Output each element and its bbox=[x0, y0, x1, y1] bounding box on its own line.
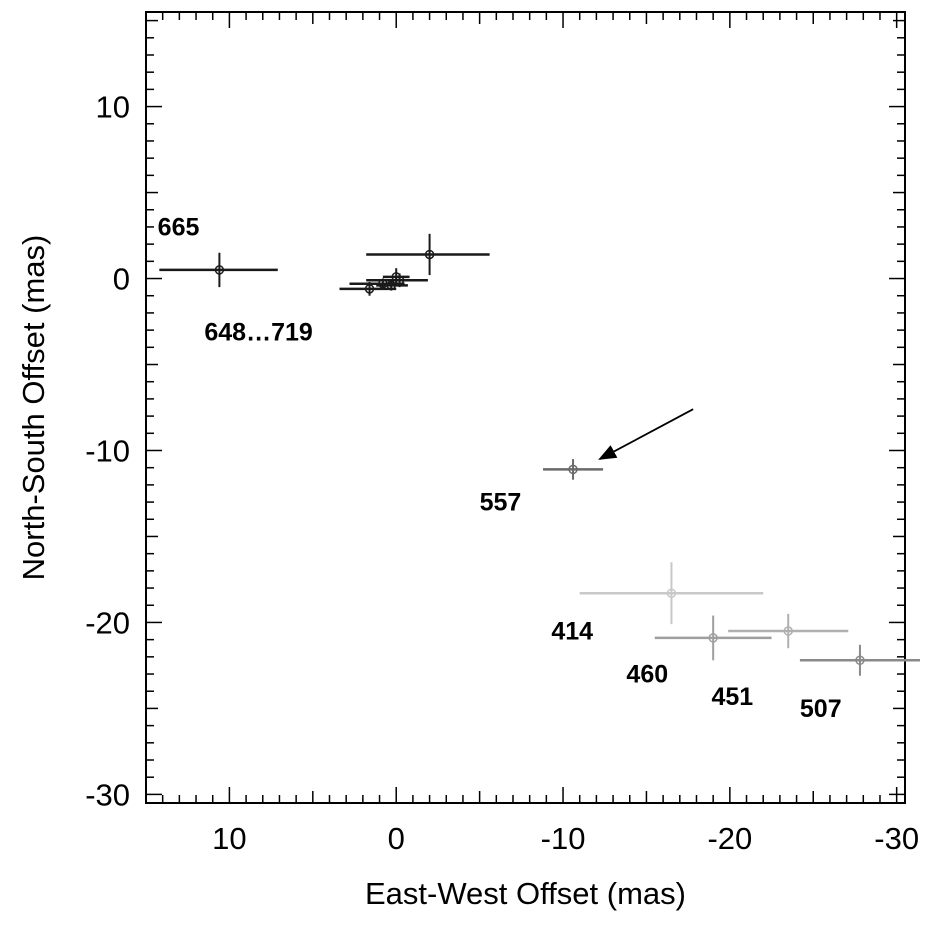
y-tick-label: -30 bbox=[85, 777, 130, 812]
point-label: 557 bbox=[480, 489, 522, 517]
point-marker bbox=[424, 249, 435, 260]
data-point bbox=[339, 281, 397, 296]
point-label: 460 bbox=[626, 661, 668, 689]
point-label: 648…719 bbox=[204, 318, 312, 346]
point-label: 414 bbox=[551, 618, 593, 646]
plot-frame bbox=[145, 11, 906, 804]
axis-ticks bbox=[145, 12, 905, 803]
data-point bbox=[579, 562, 764, 625]
x-tick-label: -20 bbox=[707, 821, 752, 856]
y-tick-label: 10 bbox=[96, 90, 130, 125]
tick-labels: 10 0 -10 -20 -30 10 0 -10 -20 -30 bbox=[85, 90, 919, 856]
x-tick-label: 0 bbox=[388, 821, 405, 856]
point-label: 451 bbox=[711, 683, 753, 711]
point-marker bbox=[708, 633, 718, 643]
point-marker bbox=[783, 626, 793, 636]
data-point bbox=[376, 280, 408, 291]
data-point bbox=[159, 252, 278, 288]
point-marker bbox=[666, 588, 677, 598]
y-axis-title: North-South Offset (mas) bbox=[16, 235, 51, 581]
data-point bbox=[799, 644, 921, 676]
x-tick-label: -30 bbox=[874, 821, 919, 856]
x-tick-label: 10 bbox=[212, 821, 246, 856]
x-axis-title: East-West Offset (mas) bbox=[365, 876, 686, 911]
point-marker bbox=[855, 655, 865, 666]
arrow bbox=[598, 408, 694, 460]
y-tick-label: 0 bbox=[113, 262, 130, 297]
y-tick-label: -20 bbox=[85, 605, 130, 640]
annotations: 665 648…719 557 414 460 451 507 bbox=[158, 214, 842, 723]
data-point bbox=[543, 459, 604, 480]
y-tick-label: -10 bbox=[85, 433, 130, 468]
x-tick-label: -10 bbox=[541, 821, 586, 856]
point-marker bbox=[214, 265, 225, 275]
point-marker bbox=[386, 280, 396, 291]
point-label: 665 bbox=[158, 214, 200, 242]
point-marker bbox=[364, 284, 375, 294]
point-label: 507 bbox=[800, 695, 842, 723]
data-point bbox=[366, 233, 490, 276]
data-point bbox=[654, 615, 772, 661]
data-point bbox=[728, 613, 849, 649]
point-marker bbox=[568, 464, 578, 475]
data-points bbox=[159, 233, 921, 676]
